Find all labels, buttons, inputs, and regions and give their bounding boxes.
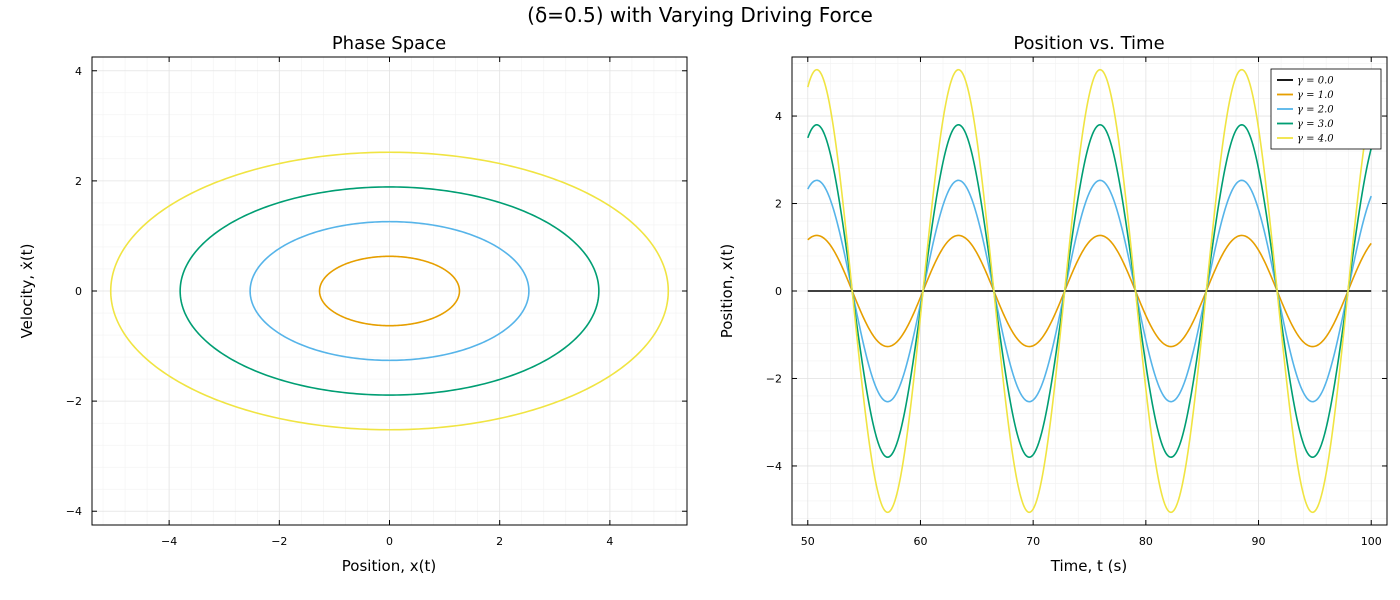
phase-space-ytick-label: −2 bbox=[66, 395, 82, 408]
phase-space-ytick-label: 2 bbox=[75, 175, 82, 188]
phase-space-ytick-label: −4 bbox=[66, 505, 82, 518]
phase-space-ticks: −4 −2 0 2 4 −4 −2 0 2 4 bbox=[66, 57, 687, 548]
position-time-title: Position vs. Time bbox=[1013, 33, 1164, 54]
position-time-ylabel: Position, x(t) bbox=[718, 244, 736, 338]
phase-curve-3.0 bbox=[179, 186, 600, 396]
phase-space-ytick-label: 4 bbox=[75, 65, 82, 78]
phase-space-xlabel: Position, x(t) bbox=[342, 557, 436, 575]
position-time-ytick-label: −4 bbox=[766, 460, 782, 473]
phase-space-ylabel: Velocity, ẋ(t) bbox=[18, 244, 36, 339]
legend-label: γ = 2.0 bbox=[1297, 105, 1334, 116]
position-time-xtick-label: 50 bbox=[801, 535, 815, 548]
time-curve-4.0 bbox=[807, 68, 1373, 514]
phase-space-panel: Phase Space −4 −2 0 2 4 −4 −2 0 2 4 Position, x(t… bbox=[18, 33, 688, 575]
position-time-ytick-label: 2 bbox=[775, 198, 782, 211]
phase-space-xtick-label: −2 bbox=[271, 535, 287, 548]
legend-label: γ = 1.0 bbox=[1297, 90, 1334, 101]
phase-space-ytick-label: 0 bbox=[75, 285, 82, 298]
legend-label: γ = 3.0 bbox=[1297, 119, 1334, 130]
position-time-xtick-label: 90 bbox=[1252, 535, 1266, 548]
phase-space-title: Phase Space bbox=[332, 33, 446, 54]
phase-curve-4.0 bbox=[109, 151, 670, 431]
position-time-ytick-label: 0 bbox=[775, 285, 782, 298]
phase-space-xtick-label: 2 bbox=[496, 535, 503, 548]
legend-label: γ = 4.0 bbox=[1297, 134, 1334, 145]
legend: γ = 0.0 γ = 1.0 γ = 2.0 γ = 3.0 γ = 4.0 bbox=[1270, 68, 1382, 150]
phase-space-xtick-label: −4 bbox=[161, 535, 177, 548]
position-time-ticks: 50 60 70 80 90 100 −4 −2 0 2 4 bbox=[766, 57, 1387, 548]
phase-curve-2.0 bbox=[249, 220, 530, 362]
figure-title: (δ=0.5) with Varying Driving Force bbox=[527, 3, 873, 27]
phase-space-grid bbox=[92, 57, 687, 525]
position-time-xlabel: Time, t (s) bbox=[1050, 557, 1127, 575]
position-time-ytick-label: −2 bbox=[766, 372, 782, 385]
position-time-ytick-label: 4 bbox=[775, 110, 782, 123]
phase-space-xtick-label: 0 bbox=[386, 535, 393, 548]
position-time-curves bbox=[807, 68, 1373, 514]
legend-label: γ = 0.0 bbox=[1297, 76, 1334, 87]
phase-curve-1.0 bbox=[318, 255, 461, 327]
position-time-xtick-label: 80 bbox=[1139, 535, 1153, 548]
position-time-xtick-label: 60 bbox=[913, 535, 927, 548]
position-time-panel: Position vs. Time 50 60 70 80 90 100 −4 −2 0 2 4 T… bbox=[718, 33, 1388, 575]
position-time-xtick-label: 70 bbox=[1026, 535, 1040, 548]
phase-space-curves bbox=[109, 151, 670, 431]
position-time-xtick-label: 100 bbox=[1361, 535, 1382, 548]
phase-space-xtick-label: 4 bbox=[606, 535, 613, 548]
